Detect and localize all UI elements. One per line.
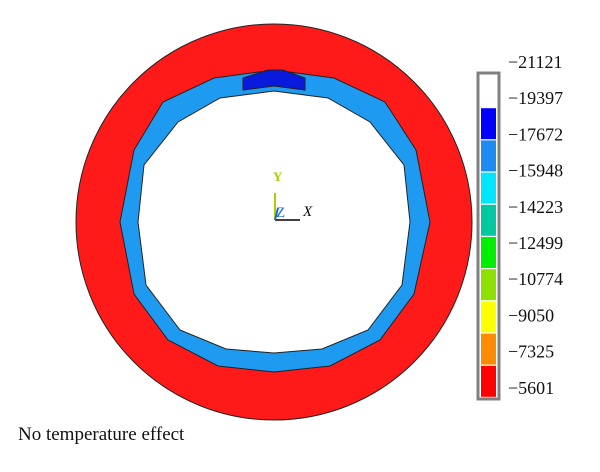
y-axis-label: Y (273, 169, 283, 184)
peak-region (242, 69, 306, 91)
z-axis-label: Z (276, 205, 285, 221)
legend-swatch (481, 237, 496, 268)
legend-swatch (481, 76, 496, 107)
legend-value-label: −19397 (508, 88, 563, 108)
legend-swatch (481, 108, 496, 140)
legend-value-label: −7325 (508, 342, 554, 362)
legend-value-label: −15948 (508, 161, 563, 181)
axis-triad: X Y Z (273, 169, 313, 221)
legend-swatch (481, 301, 496, 333)
legend-value-label: −10774 (508, 269, 563, 289)
legend-value-label: −12499 (508, 233, 563, 253)
legend-swatch (481, 269, 496, 301)
legend-swatch (481, 140, 496, 172)
z-axis-line (274, 207, 279, 221)
legend-swatch (481, 333, 496, 365)
x-axis-label: X (302, 204, 313, 220)
legend: −21121 −19397 −17672 −15948 −14223 −12499 −107… (476, 52, 563, 401)
inner-hole (137, 90, 411, 354)
legend-value-label: −5601 (508, 378, 554, 398)
figure-caption: No temperature effect (18, 424, 185, 445)
legend-value-label: −21121 (508, 52, 562, 72)
legend-value-label: −9050 (508, 305, 554, 325)
legend-swatch (481, 365, 496, 397)
legend-swatch (481, 172, 496, 204)
legend-value-label: −14223 (508, 197, 563, 217)
legend-value-label: −17672 (508, 124, 563, 144)
legend-swatch (481, 204, 496, 236)
